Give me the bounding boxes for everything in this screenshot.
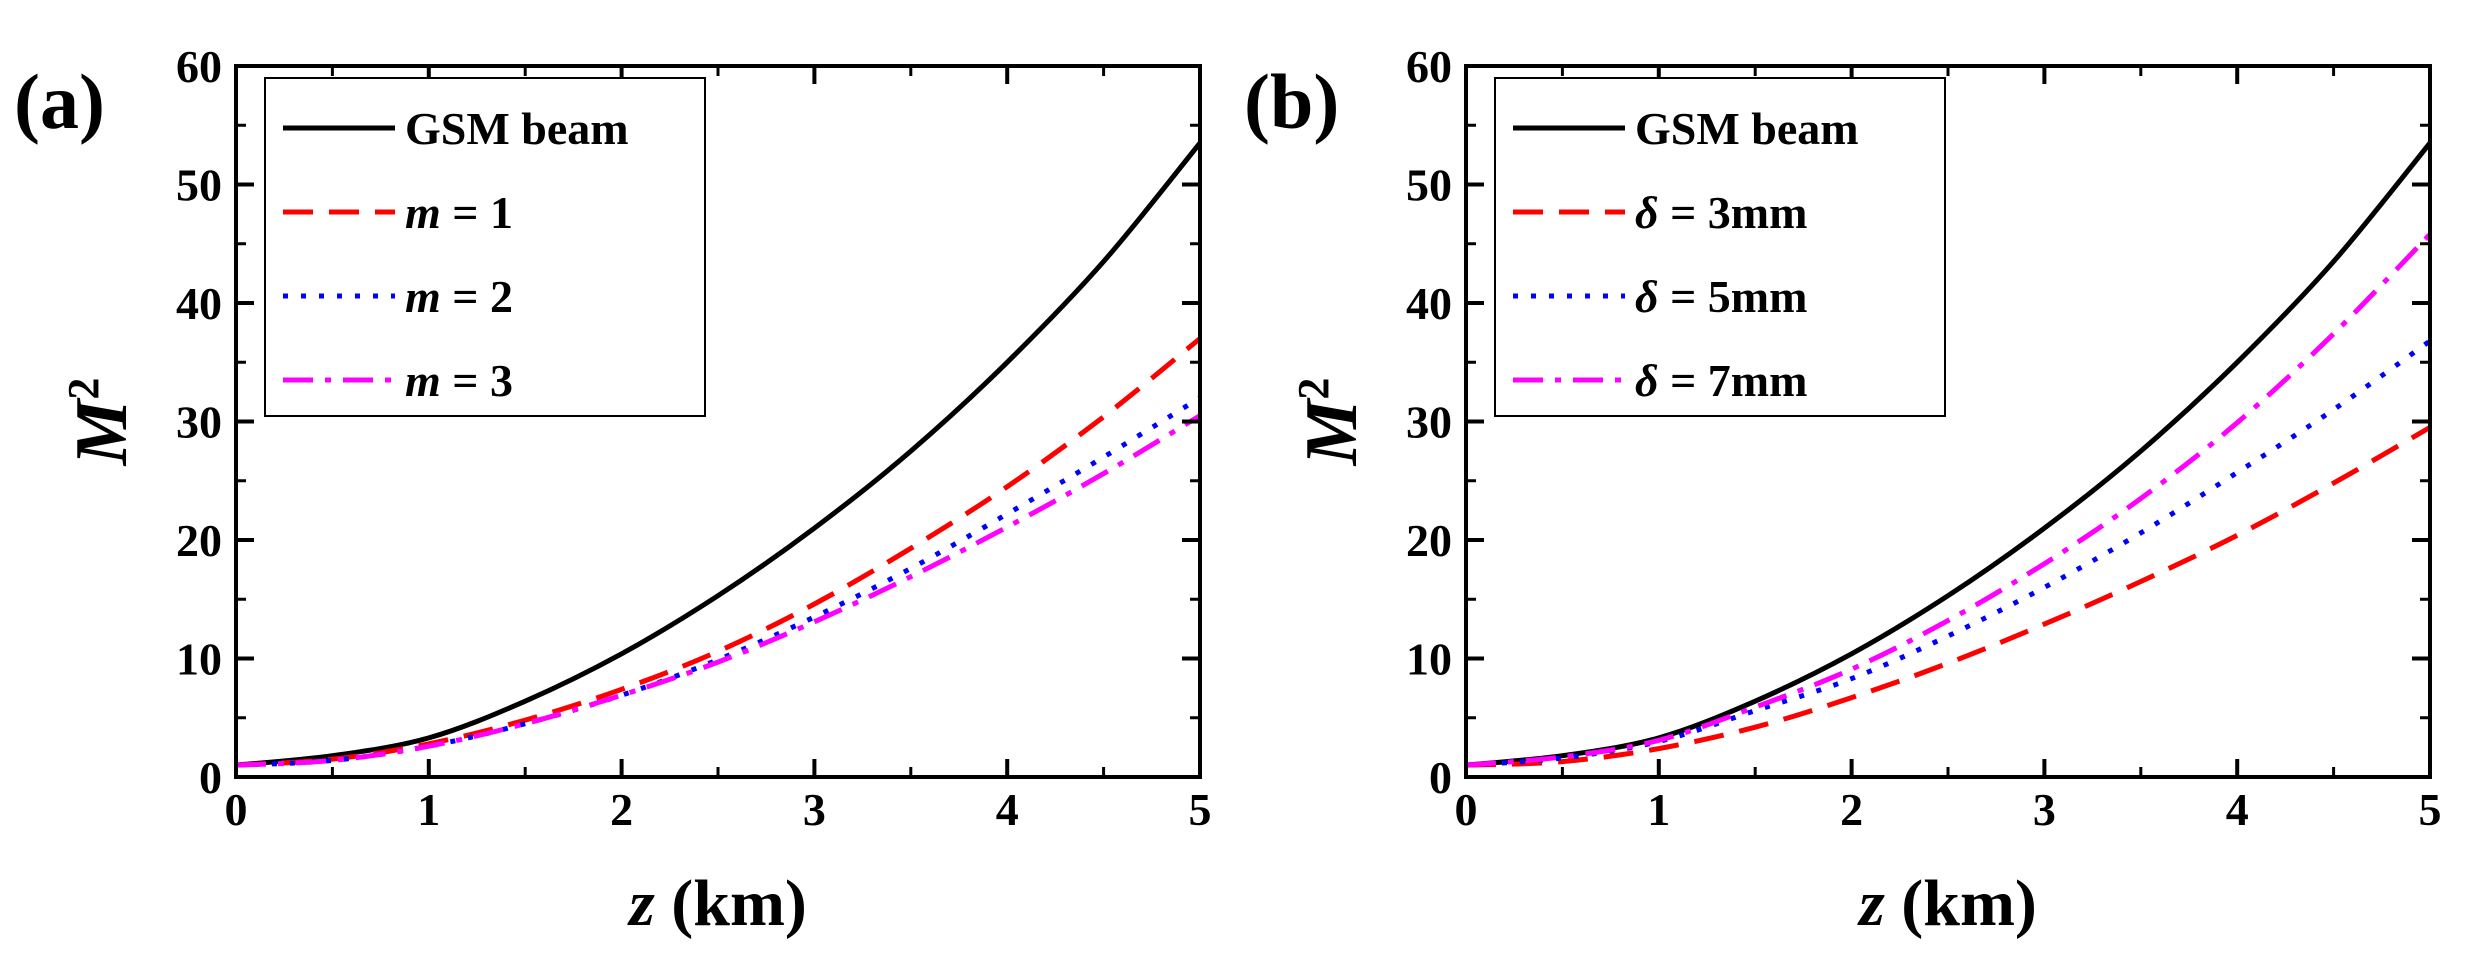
x-axis-title-unit: (km)	[1885, 867, 2037, 940]
legend-label-part: GSM beam	[405, 103, 629, 154]
legend-label-2: m = 1	[405, 187, 513, 238]
legend-label-4: m = 3	[405, 355, 513, 406]
y-tick-label: 40	[1406, 278, 1452, 329]
legend-label-part: = 3	[441, 355, 513, 406]
legend-label-part: m	[405, 355, 441, 406]
legend-label-part: = 2	[441, 271, 513, 322]
y-tick-label: 30	[176, 397, 222, 448]
legend-label-3: δ = 5mm	[1635, 271, 1807, 322]
x-tick-label: 0	[225, 784, 248, 835]
y-axis-title-superscript: 2	[59, 378, 108, 400]
y-axis-title-superscript: 2	[1289, 378, 1338, 400]
x-tick-label: 1	[1647, 784, 1670, 835]
legend-label-4: δ = 7mm	[1635, 355, 1807, 406]
x-tick-label: 4	[2226, 784, 2249, 835]
x-tick-label: 4	[996, 784, 1019, 835]
legend-label-part: δ	[1635, 271, 1659, 322]
y-tick-label: 30	[1406, 397, 1452, 448]
panel-label: (b)	[1244, 58, 1339, 145]
x-axis-title: z (km)	[1857, 867, 2037, 940]
x-axis-title: z (km)	[627, 867, 807, 940]
legend-label-part: m	[405, 271, 441, 322]
series-line-1	[235, 141, 1202, 768]
series-line-2	[235, 336, 1202, 768]
x-tick-label: 3	[803, 784, 826, 835]
y-tick-label: 10	[176, 634, 222, 685]
x-tick-label: 2	[1840, 784, 1863, 835]
legend-box	[1494, 77, 1946, 417]
legend-label-part: = 7mm	[1659, 355, 1808, 406]
y-tick-label: 20	[176, 515, 222, 566]
legend-label-part: GSM beam	[1635, 103, 1859, 154]
y-tick-label: 0	[1429, 752, 1452, 803]
y-axis-title: M2	[59, 378, 143, 467]
legend-box	[264, 77, 706, 417]
x-tick-label: 2	[610, 784, 633, 835]
y-axis-title-variable: M	[1291, 397, 1373, 466]
y-tick-label: 50	[176, 160, 222, 211]
legend-label-part: = 5mm	[1659, 271, 1808, 322]
y-tick-label: 50	[1406, 160, 1452, 211]
x-tick-label: 1	[417, 784, 440, 835]
legend-label-part: = 3mm	[1659, 187, 1808, 238]
panel-label: (a)	[14, 58, 105, 145]
y-tick-label: 10	[1406, 634, 1452, 685]
series-line-2	[1465, 425, 2432, 768]
x-tick-label: 3	[2033, 784, 2056, 835]
x-axis-title-unit: (km)	[655, 867, 807, 940]
y-tick-label: 60	[1406, 41, 1452, 92]
x-tick-label: 5	[1189, 784, 1212, 835]
legend-label-part: m	[405, 187, 441, 238]
x-tick-label: 0	[1455, 784, 1478, 835]
legend-label-part: δ	[1635, 355, 1659, 406]
y-axis-title-variable: M	[61, 397, 143, 466]
y-tick-label: 20	[1406, 515, 1452, 566]
y-tick-label: 60	[176, 41, 222, 92]
legend-label-1: GSM beam	[405, 103, 629, 154]
legend-label-3: m = 2	[405, 271, 513, 322]
x-axis-title-variable: z	[627, 867, 655, 940]
series-line-4	[1465, 232, 2432, 768]
legend-label-part: δ	[1635, 187, 1659, 238]
legend-label-1: GSM beam	[1635, 103, 1859, 154]
y-tick-label: 40	[176, 278, 222, 329]
y-axis-title: M2	[1289, 378, 1373, 467]
legend-label-2: δ = 3mm	[1635, 187, 1807, 238]
x-axis-title-variable: z	[1857, 867, 1885, 940]
y-tick-label: 0	[199, 752, 222, 803]
series-line-4	[235, 413, 1202, 768]
x-tick-label: 5	[2419, 784, 2442, 835]
legend-label-part: = 1	[441, 187, 513, 238]
